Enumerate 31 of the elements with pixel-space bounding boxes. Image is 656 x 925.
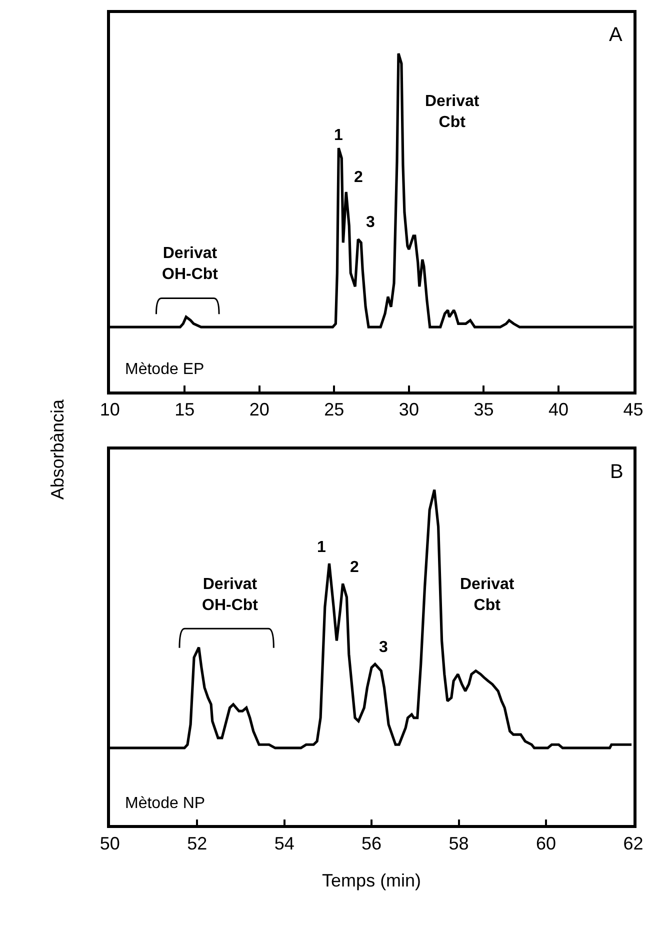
x-tick-label: 10 [100,400,120,420]
annotation: Mètode NP [125,795,206,812]
x-tick-label: 30 [398,400,419,420]
annotation: 1 [334,127,343,144]
annotation: Derivat OH-Cbt [202,576,259,614]
x-tick-label: 35 [474,400,494,420]
x-axis-title: Temps (min) [322,870,422,891]
annotation: Derivat OH-Cbt [162,245,219,283]
annotation: 2 [354,169,363,186]
annotation: 3 [366,214,375,231]
annotation: Derivat Cbt [460,576,515,614]
x-tick-label: 20 [249,400,270,420]
text: A [609,24,623,46]
annotation: Derivat Cbt [425,93,480,131]
x-tick-label: 40 [548,400,569,420]
x-tick-label: 52 [187,833,208,854]
annotation: 3 [379,639,388,656]
x-tick-label: 25 [324,400,344,420]
annotation: 1 [317,539,326,556]
annotation: 2 [350,559,359,576]
x-tick-label: 50 [100,833,120,854]
x-tick-label: 60 [536,833,556,854]
x-tick-label: 62 [623,833,644,854]
x-tick-label: 54 [274,833,294,854]
annotation: Mètode EP [125,361,204,378]
x-tick-label: 58 [448,833,469,854]
x-tick-label: 56 [362,833,382,854]
y-axis-title: Absorbància [47,398,68,500]
text: B [610,461,624,483]
x-tick-label: 45 [623,400,644,420]
x-tick-label: 15 [174,400,195,420]
